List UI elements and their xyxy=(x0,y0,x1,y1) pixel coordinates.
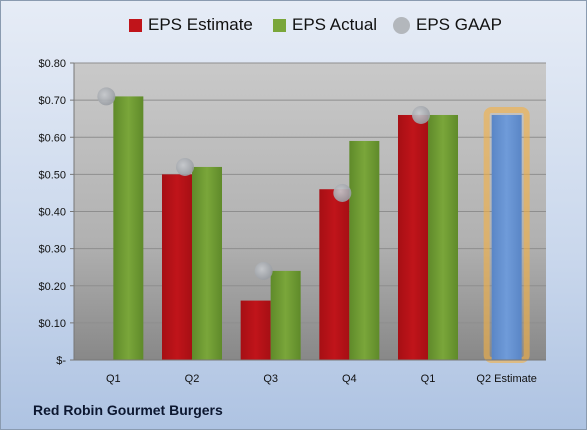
x-tick-label: Q1 xyxy=(421,373,436,385)
bar-estimate xyxy=(398,114,428,360)
legend-swatch-gaap xyxy=(393,16,410,34)
bar-estimate xyxy=(319,189,350,360)
bar-actual xyxy=(349,140,380,360)
legend-swatch-estimate xyxy=(129,18,142,32)
legend-item-gaap: EPS GAAP xyxy=(393,15,502,35)
company-name: Red Robin Gourmet Burgers xyxy=(33,402,223,418)
y-tick-label: $0.10 xyxy=(38,318,66,330)
y-tick-label: $0.70 xyxy=(38,95,66,107)
gaap-marker xyxy=(333,183,352,202)
gaap-marker xyxy=(254,261,273,280)
y-tick-label: $- xyxy=(56,355,66,367)
legend-item-estimate: EPS Estimate xyxy=(129,15,253,35)
legend-label-gaap: EPS GAAP xyxy=(416,15,502,34)
y-tick-label: $0.60 xyxy=(38,132,66,144)
x-tick-label: Q2 Estimate xyxy=(476,373,537,385)
legend-label-actual: EPS Actual xyxy=(292,15,378,34)
bar-actual xyxy=(113,96,144,360)
y-tick-label: $0.50 xyxy=(38,169,66,181)
bar-actual xyxy=(192,166,222,360)
bar-actual xyxy=(270,270,301,360)
y-tick-label: $0.40 xyxy=(38,207,66,219)
x-tick-label: Q4 xyxy=(342,373,357,385)
x-tick-label: Q1 xyxy=(106,373,121,385)
legend-swatch-actual xyxy=(273,18,286,32)
bar-estimate xyxy=(240,300,271,360)
bar-projection xyxy=(491,114,522,360)
legend-item-actual: EPS Actual xyxy=(273,15,377,35)
y-tick-label: $0.30 xyxy=(38,244,66,256)
gaap-marker xyxy=(97,87,116,106)
x-tick-label: Q3 xyxy=(263,373,278,385)
y-tick-label: $0.20 xyxy=(38,281,66,293)
gaap-marker xyxy=(176,157,194,176)
y-tick-label: $0.80 xyxy=(38,58,66,70)
gaap-marker xyxy=(412,105,430,124)
legend: EPS Estimate EPS Actual EPS GAAP xyxy=(1,15,586,45)
bar-actual xyxy=(428,114,458,360)
bar-estimate xyxy=(162,174,192,360)
legend-label-estimate: EPS Estimate xyxy=(148,15,253,34)
x-tick-label: Q2 xyxy=(185,373,200,385)
